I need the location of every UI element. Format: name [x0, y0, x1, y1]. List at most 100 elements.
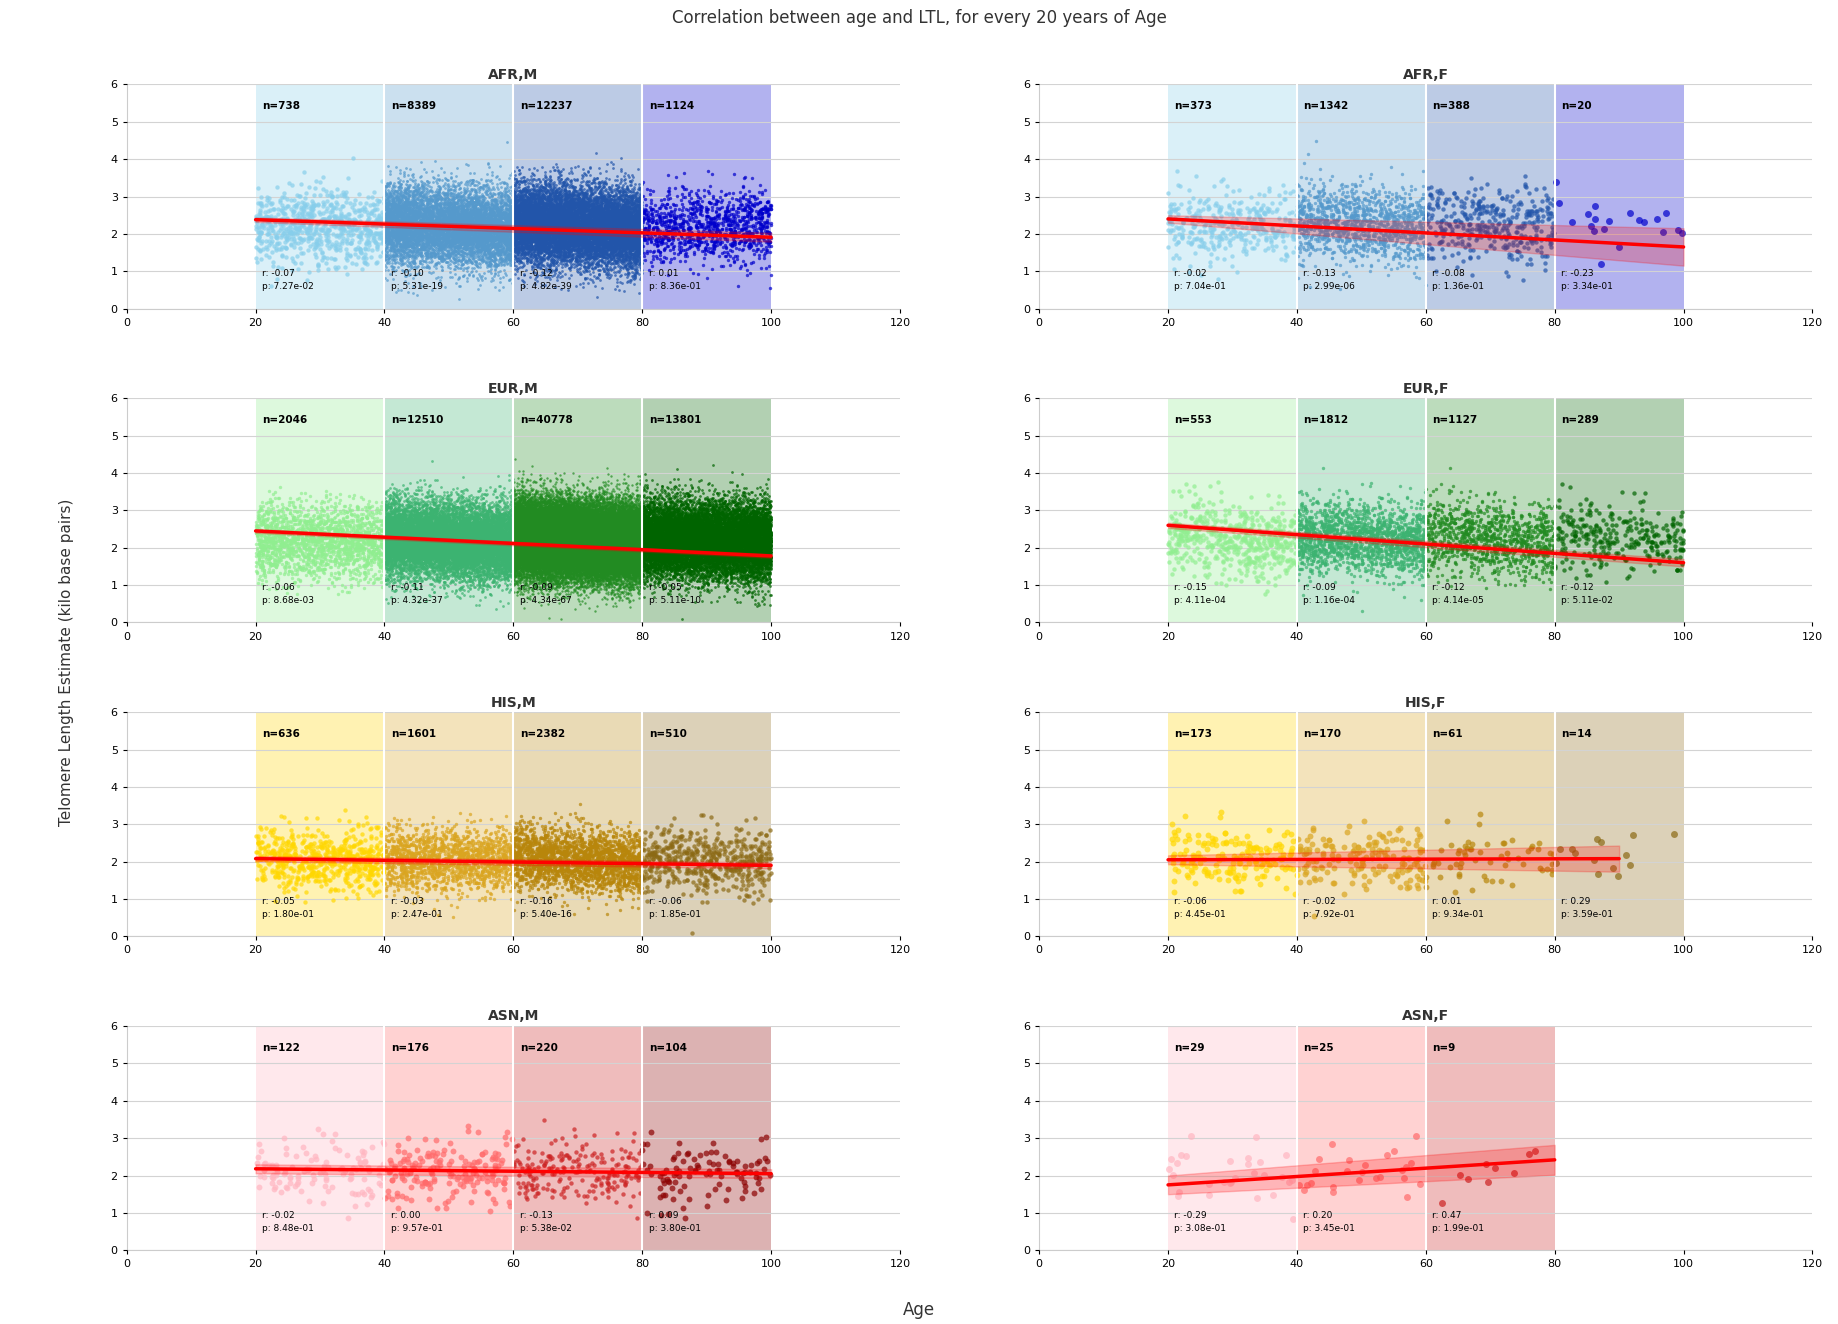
Point [592, 538, 621, 559]
Point [355, 528, 384, 549]
Point [467, 551, 496, 572]
Point [371, 515, 401, 536]
Point [594, 532, 623, 553]
Point [535, 527, 564, 548]
Point [573, 547, 603, 568]
Point [524, 841, 553, 862]
Point [566, 515, 596, 536]
Point [406, 220, 436, 241]
Point [572, 565, 601, 587]
Point [509, 535, 539, 556]
Point [380, 225, 410, 246]
Point [528, 516, 557, 538]
Point [1480, 534, 1509, 555]
Point [1314, 188, 1344, 209]
Point [550, 539, 579, 560]
Point [599, 531, 629, 552]
Point [553, 208, 583, 229]
Point [1316, 530, 1345, 551]
Point [616, 545, 645, 567]
Point [528, 540, 557, 561]
Point [268, 520, 298, 542]
Point [377, 211, 406, 232]
Point [583, 523, 612, 544]
Point [1310, 220, 1340, 241]
Point [1417, 536, 1447, 557]
Point [584, 531, 614, 552]
Point [528, 500, 557, 522]
Point [616, 557, 645, 579]
Point [397, 511, 426, 532]
Point [391, 222, 421, 244]
Point [445, 862, 474, 883]
Point [276, 531, 305, 552]
Point [535, 204, 564, 225]
Point [1503, 538, 1533, 559]
Point [557, 532, 586, 553]
Point [467, 483, 496, 504]
Point [568, 220, 597, 241]
Point [520, 511, 550, 532]
Point [596, 519, 625, 540]
Point [483, 849, 513, 870]
Point [448, 213, 478, 234]
Point [724, 539, 754, 560]
Point [505, 549, 535, 571]
Point [1535, 843, 1564, 865]
Point [368, 576, 397, 597]
Point [511, 200, 540, 221]
Point [539, 236, 568, 257]
Point [1189, 199, 1219, 220]
Point [281, 571, 311, 592]
Point [496, 234, 526, 256]
Point [601, 542, 630, 563]
Point [562, 520, 592, 542]
Point [592, 534, 621, 555]
Point [507, 225, 537, 246]
Point [458, 585, 487, 606]
Point [401, 551, 430, 572]
Point [448, 1170, 478, 1192]
Point [546, 205, 575, 226]
Point [652, 504, 682, 526]
Point [562, 545, 592, 567]
Point [516, 244, 546, 265]
Point [1195, 252, 1224, 273]
Point [641, 528, 671, 549]
Point [614, 507, 643, 528]
Point [524, 528, 553, 549]
Point [568, 520, 597, 542]
Point [511, 506, 540, 527]
Point [528, 183, 557, 204]
Point [577, 557, 607, 579]
Point [463, 544, 493, 565]
Point [557, 224, 586, 245]
Point [426, 209, 456, 230]
Point [566, 201, 596, 222]
Point [533, 540, 562, 561]
Point [618, 253, 647, 274]
Point [564, 199, 594, 220]
Point [397, 857, 426, 878]
Point [270, 866, 300, 887]
Point [579, 555, 608, 576]
Point [425, 240, 454, 261]
Point [518, 205, 548, 226]
Point [586, 878, 616, 899]
Point [603, 516, 632, 538]
Point [1338, 518, 1367, 539]
Point [542, 500, 572, 522]
Point [754, 499, 783, 520]
Point [750, 519, 779, 540]
Point [597, 510, 627, 531]
Point [465, 181, 494, 203]
Point [312, 842, 342, 863]
Point [529, 551, 559, 572]
Point [353, 201, 382, 222]
Point [373, 209, 403, 230]
Point [528, 199, 557, 220]
Point [746, 538, 776, 559]
Point [739, 491, 768, 512]
Point [537, 523, 566, 544]
Point [614, 236, 643, 257]
